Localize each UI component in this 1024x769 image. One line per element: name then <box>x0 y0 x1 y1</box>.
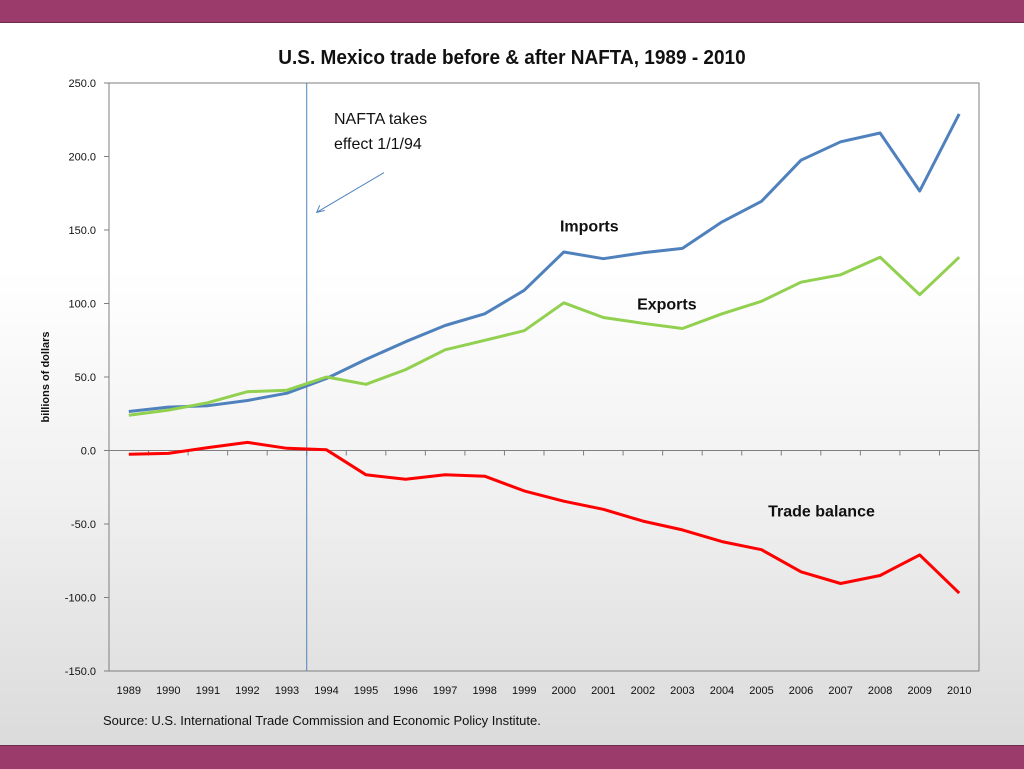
x-tick-label: 1996 <box>393 685 417 697</box>
y-tick-label: 0.0 <box>81 446 96 458</box>
x-tick-label: 1993 <box>275 685 299 697</box>
source-note: Source: U.S. International Trade Commiss… <box>103 713 541 728</box>
y-tick-label: 250.0 <box>68 78 96 90</box>
nafta-annotation-line1: NAFTA takes <box>334 111 427 128</box>
top-band <box>0 0 1024 23</box>
y-tick-label: 200.0 <box>68 152 96 164</box>
trade-balance-label: Trade balance <box>768 504 875 521</box>
y-tick-label: 50.0 <box>75 372 96 384</box>
x-tick-label: 2004 <box>710 685 734 697</box>
x-tick-label: 1994 <box>314 685 338 697</box>
bottom-band <box>0 745 1024 769</box>
x-tick-label: 2009 <box>907 685 931 697</box>
x-tick-label: 2007 <box>828 685 852 697</box>
x-tick-label: 1991 <box>196 685 220 697</box>
trade-balance-line <box>128 440 961 595</box>
nafta-arrowhead <box>315 205 325 214</box>
imports-label: Imports <box>560 218 619 235</box>
x-tick-label: 1999 <box>512 685 536 697</box>
x-tick-label: 1998 <box>472 685 496 697</box>
x-tick-label: 2010 <box>947 685 971 697</box>
exports-label: Exports <box>637 296 697 313</box>
nafta-annotation-line2: effect 1/1/94 <box>334 136 422 153</box>
y-axis-label: billions of dollars <box>40 331 52 422</box>
y-tick-label: -100.0 <box>65 593 96 605</box>
x-tick-label: 1997 <box>433 685 457 697</box>
x-tick-label: 2000 <box>552 685 576 697</box>
x-tick-label: 2003 <box>670 685 694 697</box>
y-tick-label: -150.0 <box>65 666 96 678</box>
chart-title: U.S. Mexico trade before & after NAFTA, … <box>278 47 746 69</box>
x-tick-label: 1992 <box>235 685 259 697</box>
nafta-arrow <box>316 172 385 213</box>
x-tick-label: 2006 <box>789 685 813 697</box>
x-tick-label: 2005 <box>749 685 773 697</box>
y-tick-label: 150.0 <box>68 225 96 237</box>
exports-line <box>128 255 961 417</box>
imports-line <box>128 113 961 413</box>
x-tick-label: 1990 <box>156 685 180 697</box>
x-tick-label: 1995 <box>354 685 378 697</box>
y-tick-label: 100.0 <box>68 299 96 311</box>
y-tick-label: -50.0 <box>71 519 96 531</box>
x-tick-label: 1989 <box>117 685 141 697</box>
x-tick-label: 2001 <box>591 685 615 697</box>
x-tick-label: 2002 <box>631 685 655 697</box>
x-tick-label: 2008 <box>868 685 892 697</box>
